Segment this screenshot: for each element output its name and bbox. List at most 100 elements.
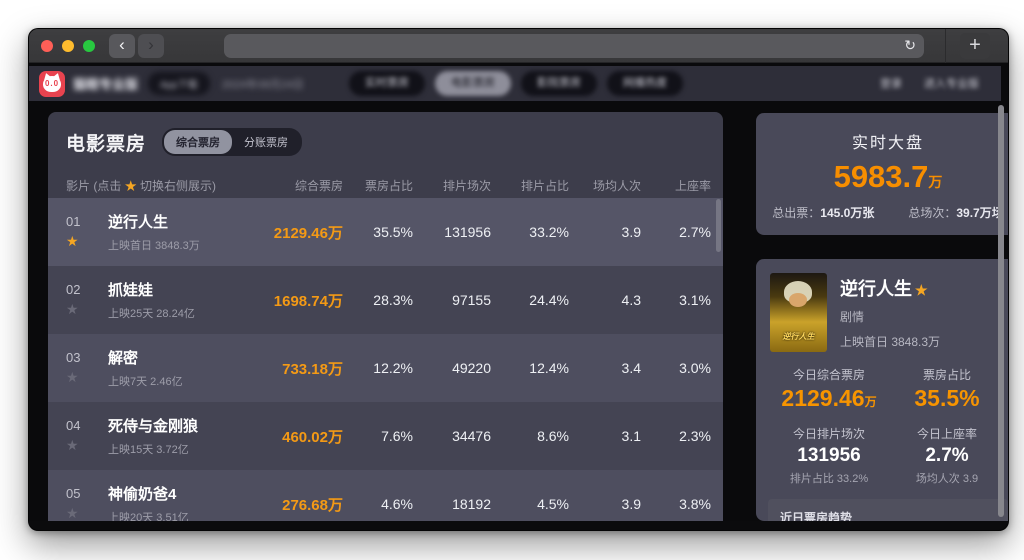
cell-sessions: 18192: [452, 496, 491, 512]
film-subtitle: 上映15天 3.72亿: [108, 444, 189, 456]
movie-title: 逆行人生 ★: [840, 279, 928, 299]
cell-occupancy: 3.1%: [679, 292, 711, 308]
cell-sessions: 49220: [452, 360, 491, 376]
close-window-button[interactable]: [41, 40, 53, 52]
total-shows: 总场次：39.7万场: [908, 206, 1004, 220]
panel-title: 电影票房: [66, 133, 147, 155]
star-icon-active[interactable]: ★: [66, 233, 79, 249]
cell-sessions: 34476: [452, 428, 491, 444]
table-row-2[interactable]: 02 ★ 抓娃娃 上映25天 28.24亿 1698.74万 28.3% 971…: [48, 266, 723, 334]
nav-pro-entry-blurred[interactable]: 进入专业版: [924, 78, 979, 90]
col-occupancy: 上座率: [674, 178, 711, 193]
realtime-total-card: 实时大盘 5983.7万 总出票：145.0万张 总场次：39.7万场: [756, 113, 1008, 235]
col-avg-people: 场均人次: [592, 178, 641, 193]
app-navbar: 0.0 猫眼专业版 App下载 2024年08月24日 实时票房 电影票房 影院…: [29, 66, 1001, 101]
recent-trend-chart: 近日票房趋势 2129.4万: [768, 499, 1008, 521]
cell-avg: 3.9: [621, 224, 641, 240]
boxoffice-panel: 电影票房 综合票房 分账票房 影片 (点击 ★ 切换右侧展示) 综合票房 票房占…: [48, 112, 723, 521]
browser-back-button[interactable]: ‹: [109, 34, 135, 58]
brand-name-blurred: 猫眼专业版: [73, 77, 139, 92]
nav-item-3[interactable]: 影院票房: [521, 71, 597, 96]
boxoffice-type-switch: 综合票房 分账票房: [162, 128, 303, 156]
star-icon[interactable]: ★: [66, 369, 79, 385]
minimize-window-button[interactable]: [62, 40, 74, 52]
new-tab-button[interactable]: +: [960, 33, 990, 59]
cell-session-share: 12.4%: [529, 360, 569, 376]
nav-item-4[interactable]: 网播热度: [607, 71, 683, 96]
right-column: 实时大盘 5983.7万 总出票：145.0万张 总场次：39.7万场: [756, 113, 1008, 521]
stat-today-occupancy: 今日上座率 2.7% 场均人次 3.9: [915, 427, 979, 485]
film-title: 死侍与金刚狼: [108, 418, 199, 435]
tab-split-boxoffice[interactable]: 分账票房: [244, 137, 289, 149]
cell-session-share: 8.6%: [537, 428, 569, 444]
rank: 03: [66, 350, 81, 365]
rank: 05: [66, 486, 81, 501]
movie-genre: 剧情: [840, 310, 865, 324]
table-row-3[interactable]: 03 ★ 解密 上映7天 2.46亿 733.18万 12.2% 49220 1…: [48, 334, 723, 402]
cell-occupancy: 3.0%: [679, 360, 711, 376]
col-share: 票房占比: [364, 178, 413, 193]
nav-date-blurred: 2024年08月24日: [221, 78, 304, 91]
film-title: 抓娃娃: [108, 282, 154, 299]
cell-box: 1698.74万: [273, 292, 343, 310]
address-bar[interactable]: ↻: [224, 34, 924, 58]
cell-sessions: 97155: [452, 292, 491, 308]
maoyan-cat-logo-icon[interactable]: 0.0: [39, 70, 65, 97]
star-icon[interactable]: ★: [66, 505, 79, 521]
nav-right-actions: 登录 进入专业版: [880, 75, 979, 91]
cell-share: 7.6%: [381, 428, 413, 444]
cell-session-share: 24.4%: [529, 292, 569, 308]
movie-detail-card: 逆行人生 逆行人生 ★ 剧情 上映首日 3848.3万 今日综合票房: [756, 259, 1008, 521]
cell-avg: 3.9: [621, 496, 641, 512]
cell-occupancy: 3.8%: [679, 496, 711, 512]
cell-avg: 3.4: [621, 360, 641, 376]
poster-face: [789, 293, 807, 307]
film-subtitle: 上映首日 3848.3万: [108, 240, 200, 252]
stat-today-sessions: 今日排片场次 131956 排片占比 33.2%: [789, 427, 869, 485]
col-film: 影片 (点击 ★ 切换右侧展示): [66, 178, 217, 193]
col-box: 综合票房: [294, 178, 343, 193]
rank: 02: [66, 282, 81, 297]
cell-occupancy: 2.7%: [679, 224, 711, 240]
cell-sessions: 131956: [444, 224, 491, 240]
table-scrollbar-thumb[interactable]: [716, 199, 721, 252]
stat-today-box: 今日综合票房 2129.46万: [781, 368, 877, 411]
film-subtitle: 上映25天 28.24亿: [108, 308, 195, 320]
film-title: 逆行人生: [108, 214, 169, 231]
nav-pills: 实时票房 电影票房 影院票房 网播热度: [349, 71, 683, 96]
total-tickets: 总出票：145.0万张: [772, 206, 875, 220]
page-scrollbar-thumb[interactable]: [998, 105, 1004, 517]
film-title: 神偷奶爸4: [108, 486, 177, 503]
table-row-1[interactable]: 01 ★ 逆行人生 上映首日 3848.3万 2129.46万 35.5% 13…: [48, 198, 723, 266]
star-icon[interactable]: ★: [66, 301, 79, 317]
cell-box: 733.18万: [282, 360, 343, 378]
browser-window: ‹ › ↻ + 0.0 猫眼专业版 App下载 2024年08月24日 实时票房…: [28, 28, 1009, 531]
nav-item-2-active[interactable]: 电影票房: [435, 71, 511, 96]
cell-box: 2129.46万: [273, 224, 343, 242]
maximize-window-button[interactable]: [83, 40, 95, 52]
movie-release-info: 上映首日 3848.3万: [840, 335, 941, 349]
cell-share: 35.5%: [373, 224, 413, 240]
cell-session-share: 33.2%: [529, 224, 569, 240]
movie-star-icon[interactable]: ★: [915, 282, 928, 298]
table-row-5[interactable]: 05 ★ 神偷奶爸4 上映20天 3.51亿 276.68万 4.6% 1819…: [48, 470, 723, 521]
film-subtitle: 上映7天 2.46亿: [108, 376, 183, 388]
col-session-share: 排片占比: [520, 178, 569, 193]
film-title: 解密: [108, 350, 139, 367]
reload-icon[interactable]: ↻: [904, 37, 916, 53]
cell-avg: 4.3: [621, 292, 641, 308]
traffic-lights: [41, 40, 95, 52]
browser-forward-button[interactable]: ›: [138, 34, 164, 58]
cell-share: 4.6%: [381, 496, 413, 512]
chrome-divider: [945, 29, 946, 63]
nav-item-1[interactable]: 实时票房: [349, 71, 425, 96]
col-sessions: 排片场次: [442, 178, 491, 193]
movie-poster: 逆行人生: [770, 273, 827, 352]
star-icon[interactable]: ★: [66, 437, 79, 453]
tab-composite-boxoffice[interactable]: 综合票房: [164, 130, 233, 154]
table-row-4[interactable]: 04 ★ 死侍与金刚狼 上映15天 3.72亿 460.02万 7.6% 344…: [48, 402, 723, 470]
table-header: 影片 (点击 ★ 切换右侧展示) 综合票房 票房占比 排片场次 排片占比 场均人…: [48, 172, 723, 198]
nav-login-blurred[interactable]: 登录: [880, 78, 902, 90]
nav-badge-blurred[interactable]: App下载: [148, 72, 210, 95]
cell-share: 12.2%: [373, 360, 413, 376]
